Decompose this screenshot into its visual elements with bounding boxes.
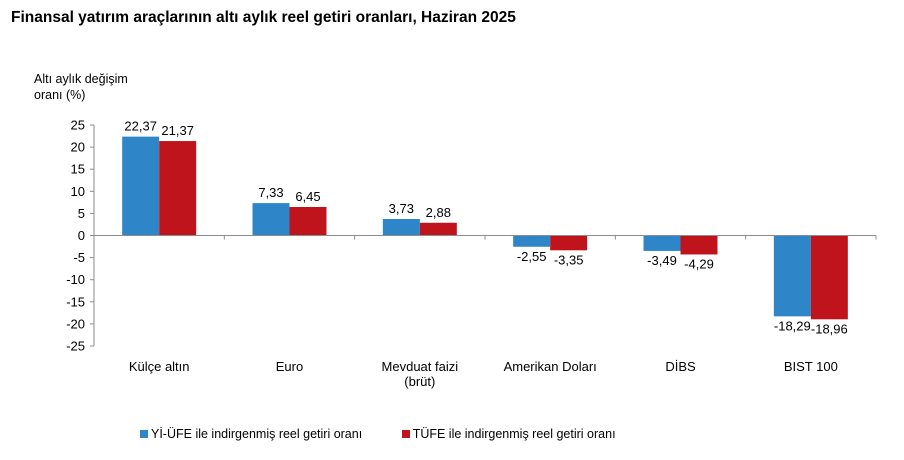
y-tick-label: 20 <box>71 140 85 155</box>
data-label-series-2: 2,88 <box>426 205 451 220</box>
bar-series-2 <box>159 141 197 236</box>
category-label: Amerikan Doları <box>504 359 597 374</box>
y-tick-label: -15 <box>66 294 85 309</box>
data-label-series-1: 3,73 <box>389 201 414 216</box>
legend-item-series-2: TÜFE ile indirgenmiş reel getiri oranı <box>401 427 616 441</box>
bar-series-2 <box>550 235 588 251</box>
category-label: (brüt) <box>404 374 435 389</box>
bar-series-1 <box>122 136 160 236</box>
category-label: Euro <box>276 359 303 374</box>
legend-label-series-2: TÜFE ile indirgenmiş reel getiri oranı <box>412 427 616 441</box>
y-axis-label: Altı aylık değişim oranı (%) <box>34 71 128 103</box>
data-label-series-2: -18,96 <box>811 321 848 336</box>
bar-series-1 <box>643 235 681 251</box>
legend-label-series-1: Yİ-ÜFE ile indirgenmiş reel getiri oranı <box>151 427 363 441</box>
category-label: BIST 100 <box>784 359 838 374</box>
legend: Yİ-ÜFE ile indirgenmiş reel getiri oranı… <box>140 427 652 441</box>
bar-series-2 <box>419 222 457 236</box>
y-tick-label: 5 <box>78 206 85 221</box>
data-label-series-1: -18,29 <box>774 318 811 333</box>
data-label-series-2: 21,37 <box>161 123 194 138</box>
y-tick-label: -10 <box>66 272 85 287</box>
legend-swatch-series-1 <box>140 430 148 438</box>
data-label-series-2: -4,29 <box>684 256 714 271</box>
bar-series-2 <box>289 206 327 236</box>
bar-series-1 <box>382 219 420 236</box>
y-tick-label: 10 <box>71 184 85 199</box>
bar-series-1 <box>252 203 290 236</box>
data-label-series-1: 7,33 <box>258 185 283 200</box>
y-axis-label-line-2: oranı (%) <box>34 88 86 102</box>
y-tick-label: -5 <box>73 250 85 265</box>
chart-title: Finansal yatırım araçlarının altı aylık … <box>11 9 516 26</box>
category-label: Mevduat faizi <box>382 359 459 374</box>
y-tick-label: -20 <box>66 316 85 331</box>
bar-series-1 <box>773 235 811 317</box>
legend-item-series-1: Yİ-ÜFE ile indirgenmiş reel getiri oranı <box>140 427 362 441</box>
y-tick-label: -25 <box>66 339 85 354</box>
category-label: Külçe altın <box>129 359 190 374</box>
y-tick-label: 25 <box>71 118 85 133</box>
legend-swatch-series-2 <box>401 430 410 438</box>
data-label-series-1: -2,55 <box>517 249 547 264</box>
data-label-series-2: 6,45 <box>295 189 320 204</box>
y-axis-label-line-1: Altı aylık değişim <box>34 72 128 86</box>
y-tick-label: 15 <box>71 162 85 177</box>
bar-series-1 <box>513 235 551 247</box>
category-label: DİBS <box>665 359 696 374</box>
y-tick-label: 0 <box>78 228 85 243</box>
data-label-series-2: -3,35 <box>554 252 584 267</box>
bar-series-2 <box>810 235 848 320</box>
bar-series-2 <box>680 235 718 255</box>
data-label-series-1: -3,49 <box>647 253 677 268</box>
data-label-series-1: 22,37 <box>124 119 157 134</box>
